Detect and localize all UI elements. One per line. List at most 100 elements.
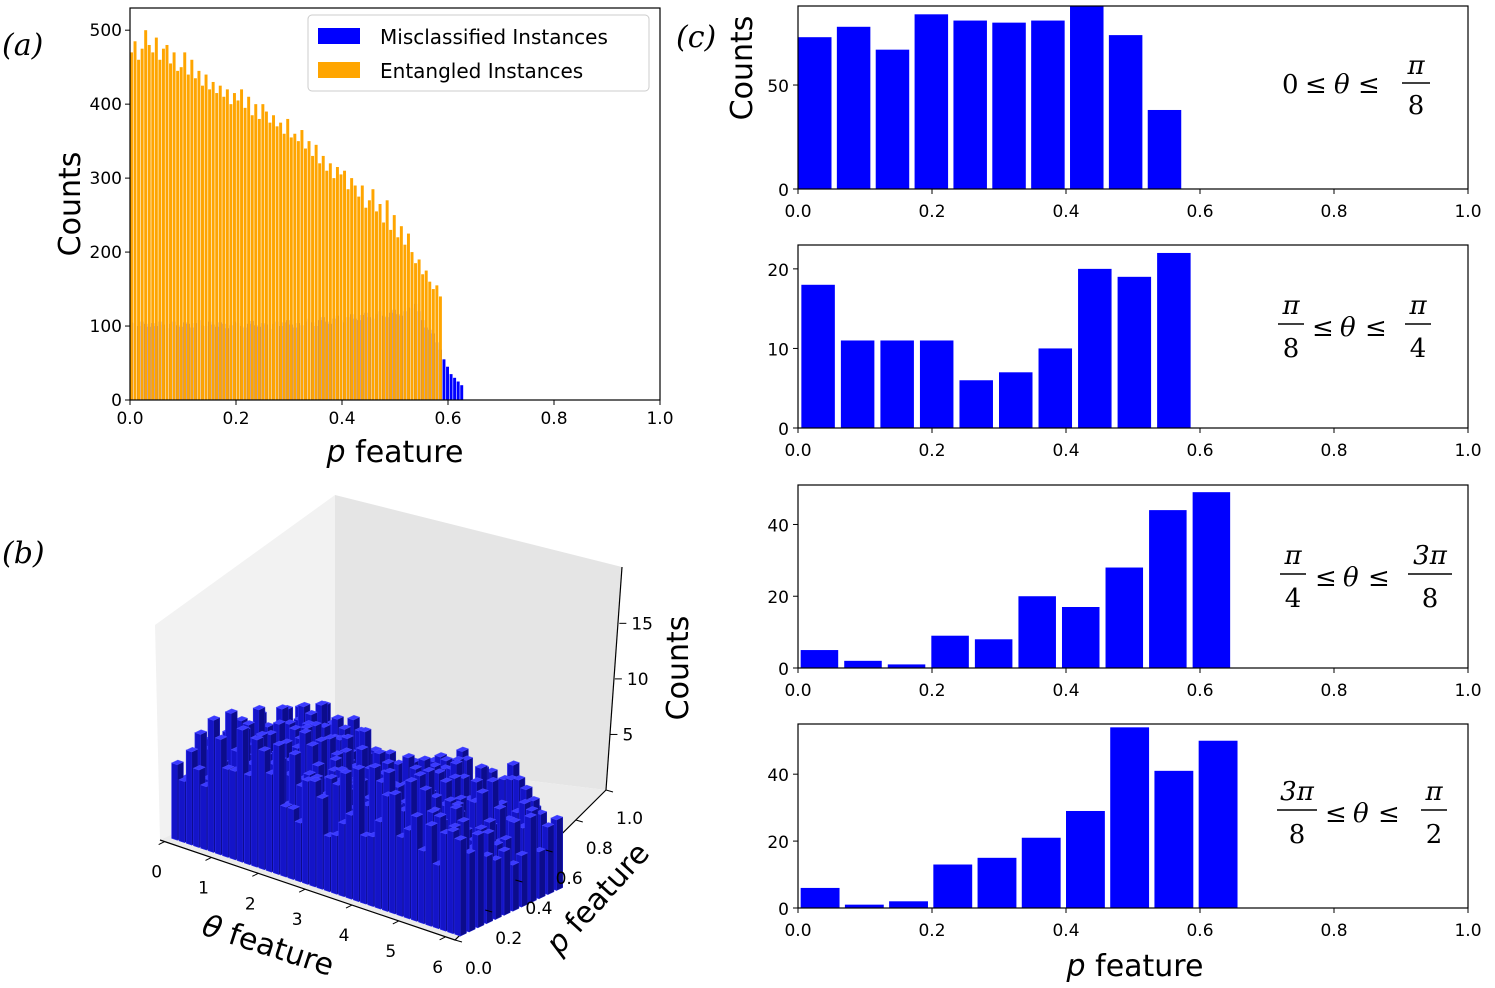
hist-bar-2 — [840, 340, 875, 428]
bar3d-top — [312, 761, 325, 767]
bar3d-top — [252, 704, 266, 711]
x-tick-label: 0.8 — [1320, 921, 1347, 941]
bar3d-top — [303, 770, 317, 776]
y-tick-label: 50 — [767, 77, 789, 97]
bar3d-top — [315, 736, 328, 742]
legend-swatch-misclassified — [318, 28, 360, 44]
x-tick-label: 0.4 — [1052, 441, 1079, 461]
theta-tick-label: 1 — [198, 878, 209, 898]
x-tick-label: 0.4 — [1052, 202, 1079, 222]
x-tick-label: 0.2 — [222, 409, 249, 429]
theta-tick-mark — [205, 857, 212, 861]
bar3d-top — [309, 721, 323, 727]
bar-entangled — [371, 189, 375, 400]
x-tick-label: 0.8 — [540, 409, 567, 429]
bar-entangled — [318, 163, 322, 400]
bar3d-top — [418, 755, 431, 761]
y-tick-label: 0 — [778, 181, 789, 201]
bar3d-top — [339, 747, 353, 753]
svg-text:≤: ≤ — [1312, 313, 1334, 343]
theta-tick-mark — [439, 936, 446, 941]
bar3d-front — [374, 819, 381, 910]
bar-entangled — [197, 70, 201, 401]
bar3d-top — [368, 762, 382, 769]
bar3d-front — [367, 834, 374, 908]
bar3d-top — [280, 802, 293, 808]
hist-bar-4 — [1198, 740, 1238, 908]
annotation-4: 3π 8 ≤ θ ≤ π 2 — [1277, 777, 1447, 850]
bar3d-front — [243, 773, 251, 866]
bar3d-front — [222, 767, 229, 858]
bar3d-top — [288, 750, 302, 756]
bar-entangled — [332, 178, 336, 400]
x-tick-label: 0.6 — [1186, 441, 1213, 461]
bar-entangled — [186, 74, 190, 400]
bar3d-top — [221, 764, 235, 770]
bar3d-top — [519, 784, 533, 791]
hist-bar-1 — [1108, 35, 1143, 190]
hist-bar-2 — [1157, 252, 1191, 428]
bar-entangled — [282, 133, 286, 401]
bar-entangled — [176, 70, 180, 401]
p-tick-label: 0.2 — [495, 929, 522, 949]
hist-bar-3 — [1105, 567, 1144, 668]
bar-entangled — [289, 137, 293, 400]
svg-text:π: π — [1283, 541, 1302, 571]
bar-entangled — [385, 200, 389, 400]
bar-entangled — [375, 211, 378, 400]
hist-bar-2 — [959, 380, 993, 428]
panel-c: 0.0 0.2 0.4 0.6 0.8 1.0 0 50 0.0 0.2 0.4 0.6 0.8 1.0 0… — [767, 5, 1482, 941]
hist-bar-4 — [844, 904, 884, 908]
x-tick-label: 0.2 — [918, 202, 945, 222]
p-tick-label: 0.6 — [556, 869, 583, 889]
pane-back — [335, 495, 622, 790]
x-tick-label: 1.0 — [646, 409, 673, 429]
bar-entangled — [311, 155, 315, 400]
svg-text:0: 0 — [1282, 70, 1299, 100]
bar-entangled — [392, 215, 396, 400]
svg-text:≤: ≤ — [1358, 70, 1380, 100]
bar3d-top — [250, 735, 264, 741]
bar-entangled — [272, 115, 275, 400]
panel-a-xlabel: p feature — [326, 435, 464, 470]
svg-text:8: 8 — [1408, 91, 1425, 121]
bar-entangled — [261, 104, 265, 400]
bar3d-top — [448, 773, 462, 779]
bar3d-top — [506, 760, 520, 766]
bar3d-top — [287, 804, 301, 810]
bar-entangled — [158, 59, 162, 400]
bar3d-top — [272, 740, 286, 747]
svg-text:π: π — [1424, 777, 1443, 807]
bar3d-top — [373, 748, 387, 755]
legend-swatch-entangled — [318, 62, 360, 78]
bar-misclassified — [442, 359, 446, 400]
bar-entangled — [201, 85, 204, 401]
bar-entangled — [268, 122, 272, 400]
bar3d-top — [444, 796, 457, 802]
bar3d-top — [331, 714, 345, 720]
y-tick-label: 40 — [767, 516, 789, 536]
y-tick-label: 200 — [90, 243, 122, 263]
bar3d-front — [410, 814, 418, 922]
bar3d-front — [294, 820, 301, 883]
bar3d-front — [207, 718, 214, 853]
svg-text:π: π — [1406, 51, 1425, 81]
bar3d-top — [550, 814, 564, 821]
z-tick-label: 5 — [622, 725, 633, 745]
bar-entangled — [335, 167, 339, 400]
bar-entangled — [279, 122, 283, 400]
bar-entangled — [225, 89, 229, 400]
bar3d-top — [338, 724, 352, 730]
p-tick-mark — [454, 939, 463, 943]
bar3d-front — [403, 828, 410, 920]
bar3d-top — [339, 768, 353, 775]
bar3d-side — [538, 848, 546, 900]
bar3d-front — [171, 762, 178, 841]
bar3d-front — [178, 779, 185, 844]
bar-entangled — [243, 107, 247, 400]
svg-text:3π: 3π — [1280, 777, 1315, 807]
bar3d-front — [425, 823, 432, 927]
bar-entangled — [428, 281, 432, 400]
hist-bar-2 — [801, 284, 835, 428]
